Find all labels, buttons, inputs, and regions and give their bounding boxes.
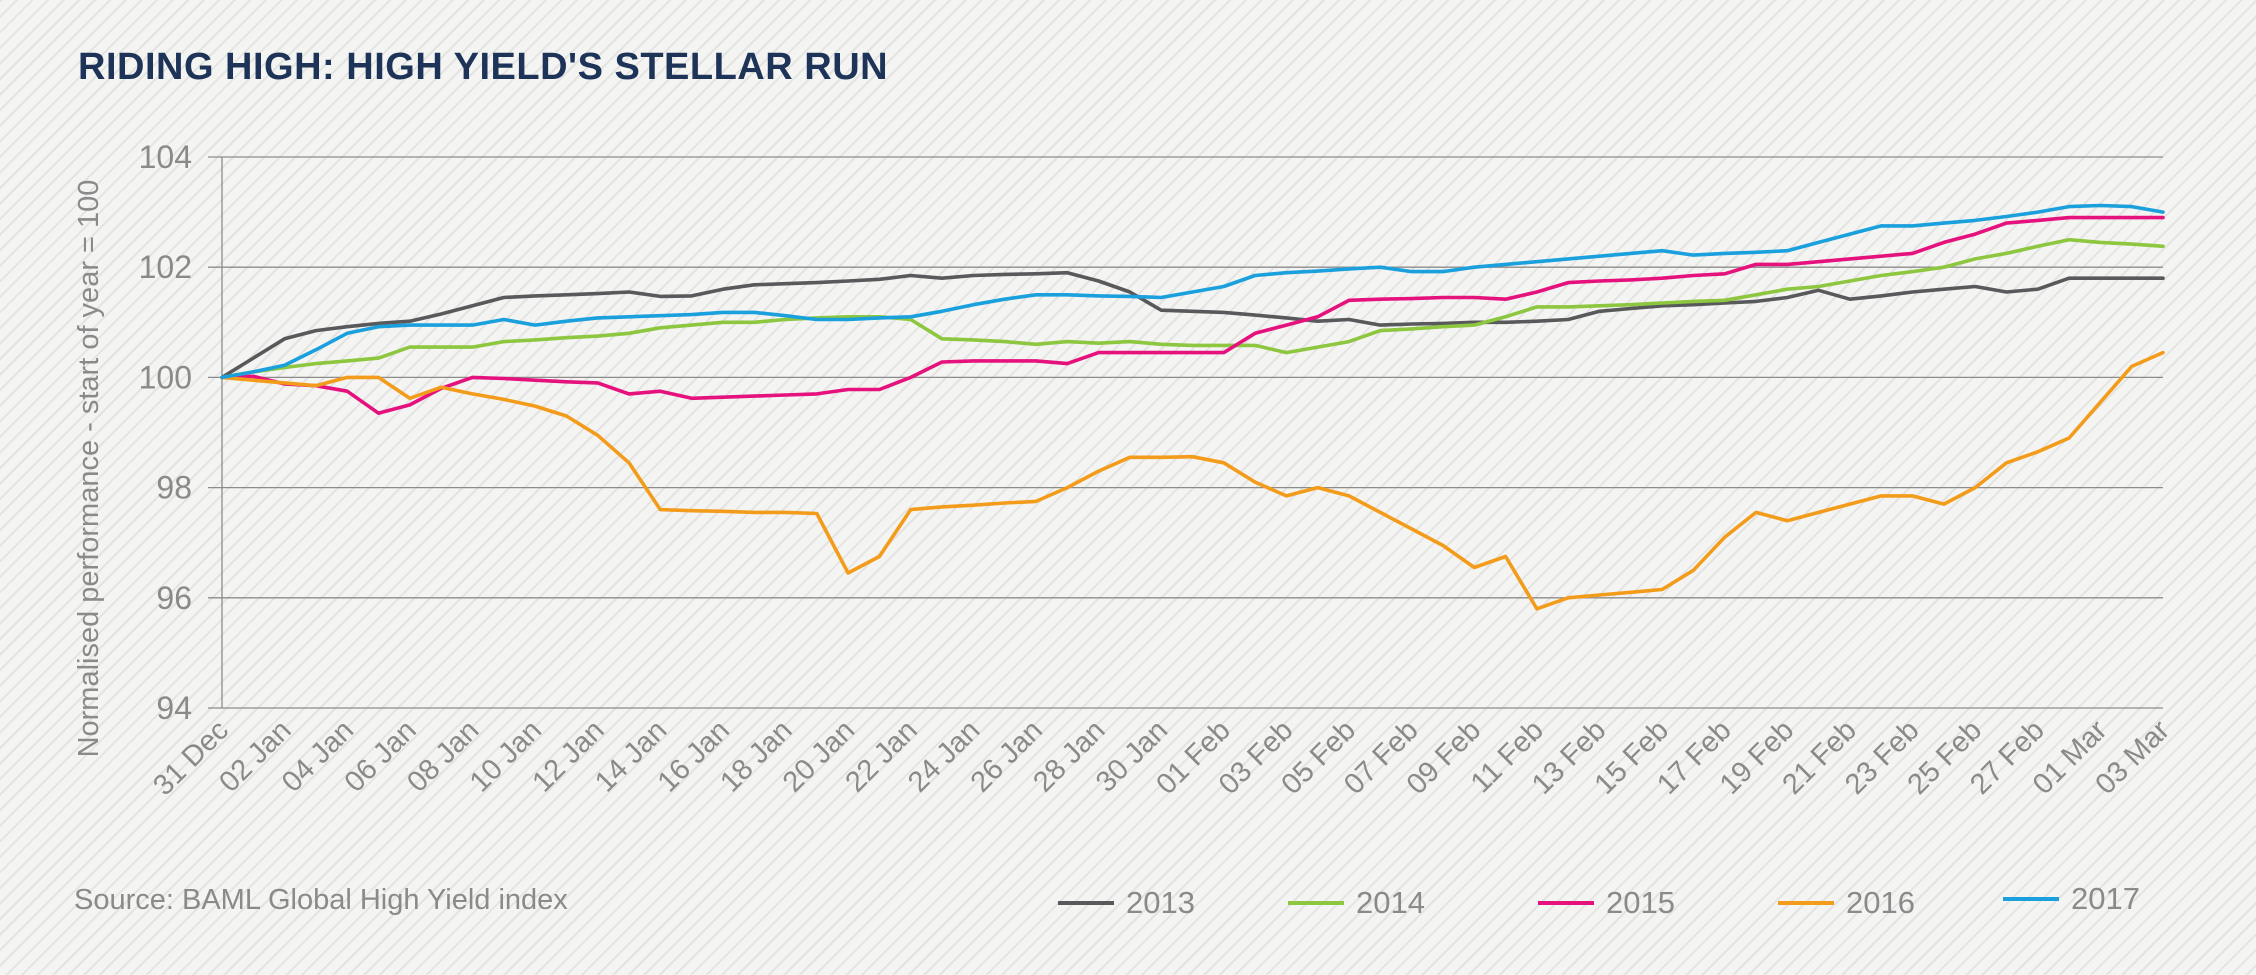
series-line-2014 <box>220 237 2165 380</box>
x-tick-label: 31 Dec <box>147 714 235 802</box>
y-tick-label: 102 <box>139 249 192 285</box>
series-line-2017 <box>220 203 2165 380</box>
chart-title: RIDING HIGH: HIGH YIELD'S STELLAR RUN <box>78 46 889 88</box>
grid-lines <box>208 156 2163 709</box>
y-tick-label: 100 <box>139 359 192 395</box>
y-tick-label: 94 <box>156 690 192 726</box>
series-line-2013 <box>220 270 2165 380</box>
y-tick-label: 98 <box>156 470 192 506</box>
y-axis-label: Normalised performance - start of year =… <box>73 180 105 758</box>
series-lines <box>220 203 2165 611</box>
y-axis-ticks: 94 96 98 100 102 104 <box>139 139 192 726</box>
series-line-2016 <box>220 350 2165 611</box>
y-tick-label: 104 <box>139 139 192 175</box>
series-line-2015 <box>220 215 2165 415</box>
y-tick-label: 96 <box>156 580 192 616</box>
source-note: Source: BAML Global High Yield index <box>74 884 568 916</box>
